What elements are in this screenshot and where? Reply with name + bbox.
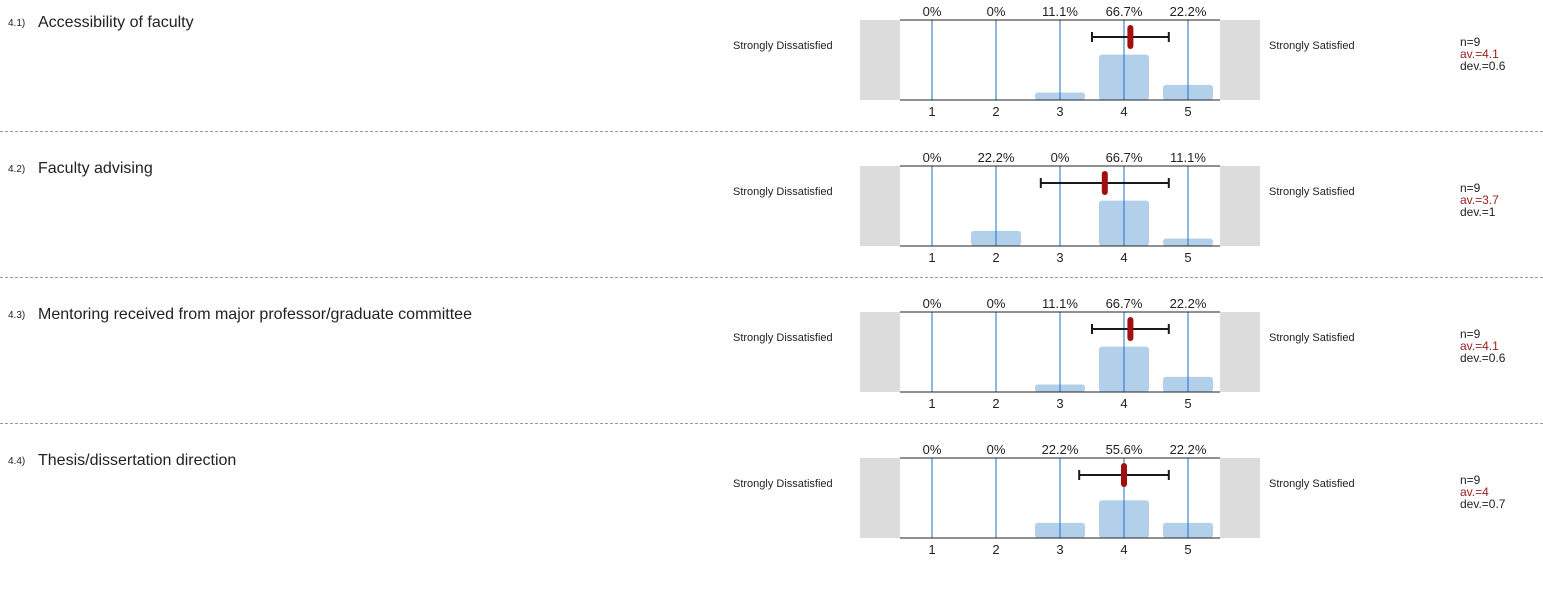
scale-left-label: Strongly Dissatisfied [733,186,833,198]
tick-label: 2 [992,250,999,262]
data-label: 55.6% [1106,442,1143,457]
data-label: 11.1% [1170,150,1206,165]
data-label: 0% [923,4,942,19]
item-separator [0,423,1543,424]
scale-side-block-right [1220,458,1260,538]
scale-side-block-left [860,312,900,392]
mean-marker [1121,463,1127,487]
scale-right-label: Strongly Satisfied [1269,332,1355,344]
item-question: Accessibility of faculty [38,14,194,31]
scale-right-label: Strongly Satisfied [1269,478,1355,490]
data-label: 11.1% [1042,296,1078,311]
stat-deviation: dev.=0.6 [1460,351,1506,365]
survey-item: 4.4) Thesis/dissertation direction Stron… [0,442,1543,598]
item-separator [0,131,1543,132]
tick-label: 2 [992,104,999,116]
tick-label: 2 [992,542,999,554]
stat-deviation: dev.=0.7 [1460,497,1506,511]
data-label: 22.2% [1170,442,1207,457]
scale-side-block-left [860,458,900,538]
item-stats: n=9 av.=4.1 dev.=0.6 [1460,328,1505,364]
data-label: 22.2% [1170,4,1207,19]
item-question: Thesis/dissertation direction [38,452,237,469]
distribution-chart: 0% 22.2% 0% 66.7% 11.1% 1 2 3 4 5 [860,150,1260,262]
item-stats: n=9 av.=4 dev.=0.7 [1460,474,1505,510]
item-number: 4.4) [8,456,26,467]
item-separator [0,277,1543,278]
tick-label: 5 [1184,104,1191,116]
tick-label: 2 [992,396,999,408]
item-number: 4.2) [8,164,26,175]
scale-left-label: Strongly Dissatisfied [733,478,833,490]
survey-item: 4.3) Mentoring received from major profe… [0,296,1543,452]
data-label: 0% [923,150,942,165]
scale-side-block-right [1220,166,1260,246]
tick-label: 1 [928,104,935,116]
tick-label: 3 [1056,542,1063,554]
mean-marker [1127,25,1134,49]
scale-side-block-left [860,20,900,100]
survey-item: 4.1) Accessibility of faculty Strongly D… [0,4,1543,160]
survey-item: 4.2) Faculty advising Strongly Dissatisf… [0,150,1543,306]
stat-average: av.=4 [1460,485,1489,499]
tick-label: 3 [1056,104,1063,116]
stat-n: n=9 [1460,181,1481,195]
scale-side-block-right [1220,312,1260,392]
scale-side-block-left [860,166,900,246]
data-label: 22.2% [978,150,1015,165]
stat-deviation: dev.=1 [1460,205,1496,219]
data-label: 0% [987,296,1006,311]
tick-label: 4 [1120,250,1127,262]
distribution-chart: 0% 0% 22.2% 55.6% 22.2% 1 2 3 4 5 [860,442,1260,554]
data-label: 66.7% [1106,4,1143,19]
stat-average: av.=4.1 [1460,339,1499,353]
data-label: 11.1% [1042,4,1078,19]
item-number: 4.1) [8,18,26,29]
tick-label: 3 [1056,250,1063,262]
data-label: 66.7% [1106,150,1143,165]
data-label: 22.2% [1042,442,1079,457]
stat-n: n=9 [1460,327,1481,341]
tick-label: 4 [1120,542,1127,554]
scale-left-label: Strongly Dissatisfied [733,40,833,52]
data-label: 0% [987,4,1006,19]
tick-label: 4 [1120,396,1127,408]
item-stats: n=9 av.=4.1 dev.=0.6 [1460,36,1505,72]
tick-label: 3 [1056,396,1063,408]
stat-deviation: dev.=0.6 [1460,59,1506,73]
tick-label: 4 [1120,104,1127,116]
stat-average: av.=4.1 [1460,47,1499,61]
data-label: 22.2% [1170,296,1207,311]
mean-marker [1101,171,1108,195]
distribution-chart: 0% 0% 11.1% 66.7% 22.2% 1 2 3 4 5 [860,4,1260,116]
data-label: 0% [923,296,942,311]
distribution-chart: 0% 0% 11.1% 66.7% 22.2% 1 2 3 4 5 [860,296,1260,408]
scale-side-block-right [1220,20,1260,100]
scale-right-label: Strongly Satisfied [1269,186,1355,198]
scale-right-label: Strongly Satisfied [1269,40,1355,52]
item-stats: n=9 av.=3.7 dev.=1 [1460,182,1499,218]
tick-label: 1 [928,250,935,262]
scale-left-label: Strongly Dissatisfied [733,332,833,344]
data-label: 0% [923,442,942,457]
data-label: 0% [1051,150,1070,165]
item-number: 4.3) [8,310,26,321]
stat-average: av.=3.7 [1460,193,1499,207]
data-label: 0% [987,442,1006,457]
data-label: 66.7% [1106,296,1143,311]
item-question: Faculty advising [38,160,153,177]
stat-n: n=9 [1460,473,1481,487]
tick-label: 5 [1184,250,1191,262]
tick-label: 5 [1184,396,1191,408]
tick-label: 5 [1184,542,1191,554]
tick-label: 1 [928,542,935,554]
item-question: Mentoring received from major professor/… [38,306,472,323]
stat-n: n=9 [1460,35,1481,49]
mean-marker [1127,317,1134,341]
tick-label: 1 [928,396,935,408]
